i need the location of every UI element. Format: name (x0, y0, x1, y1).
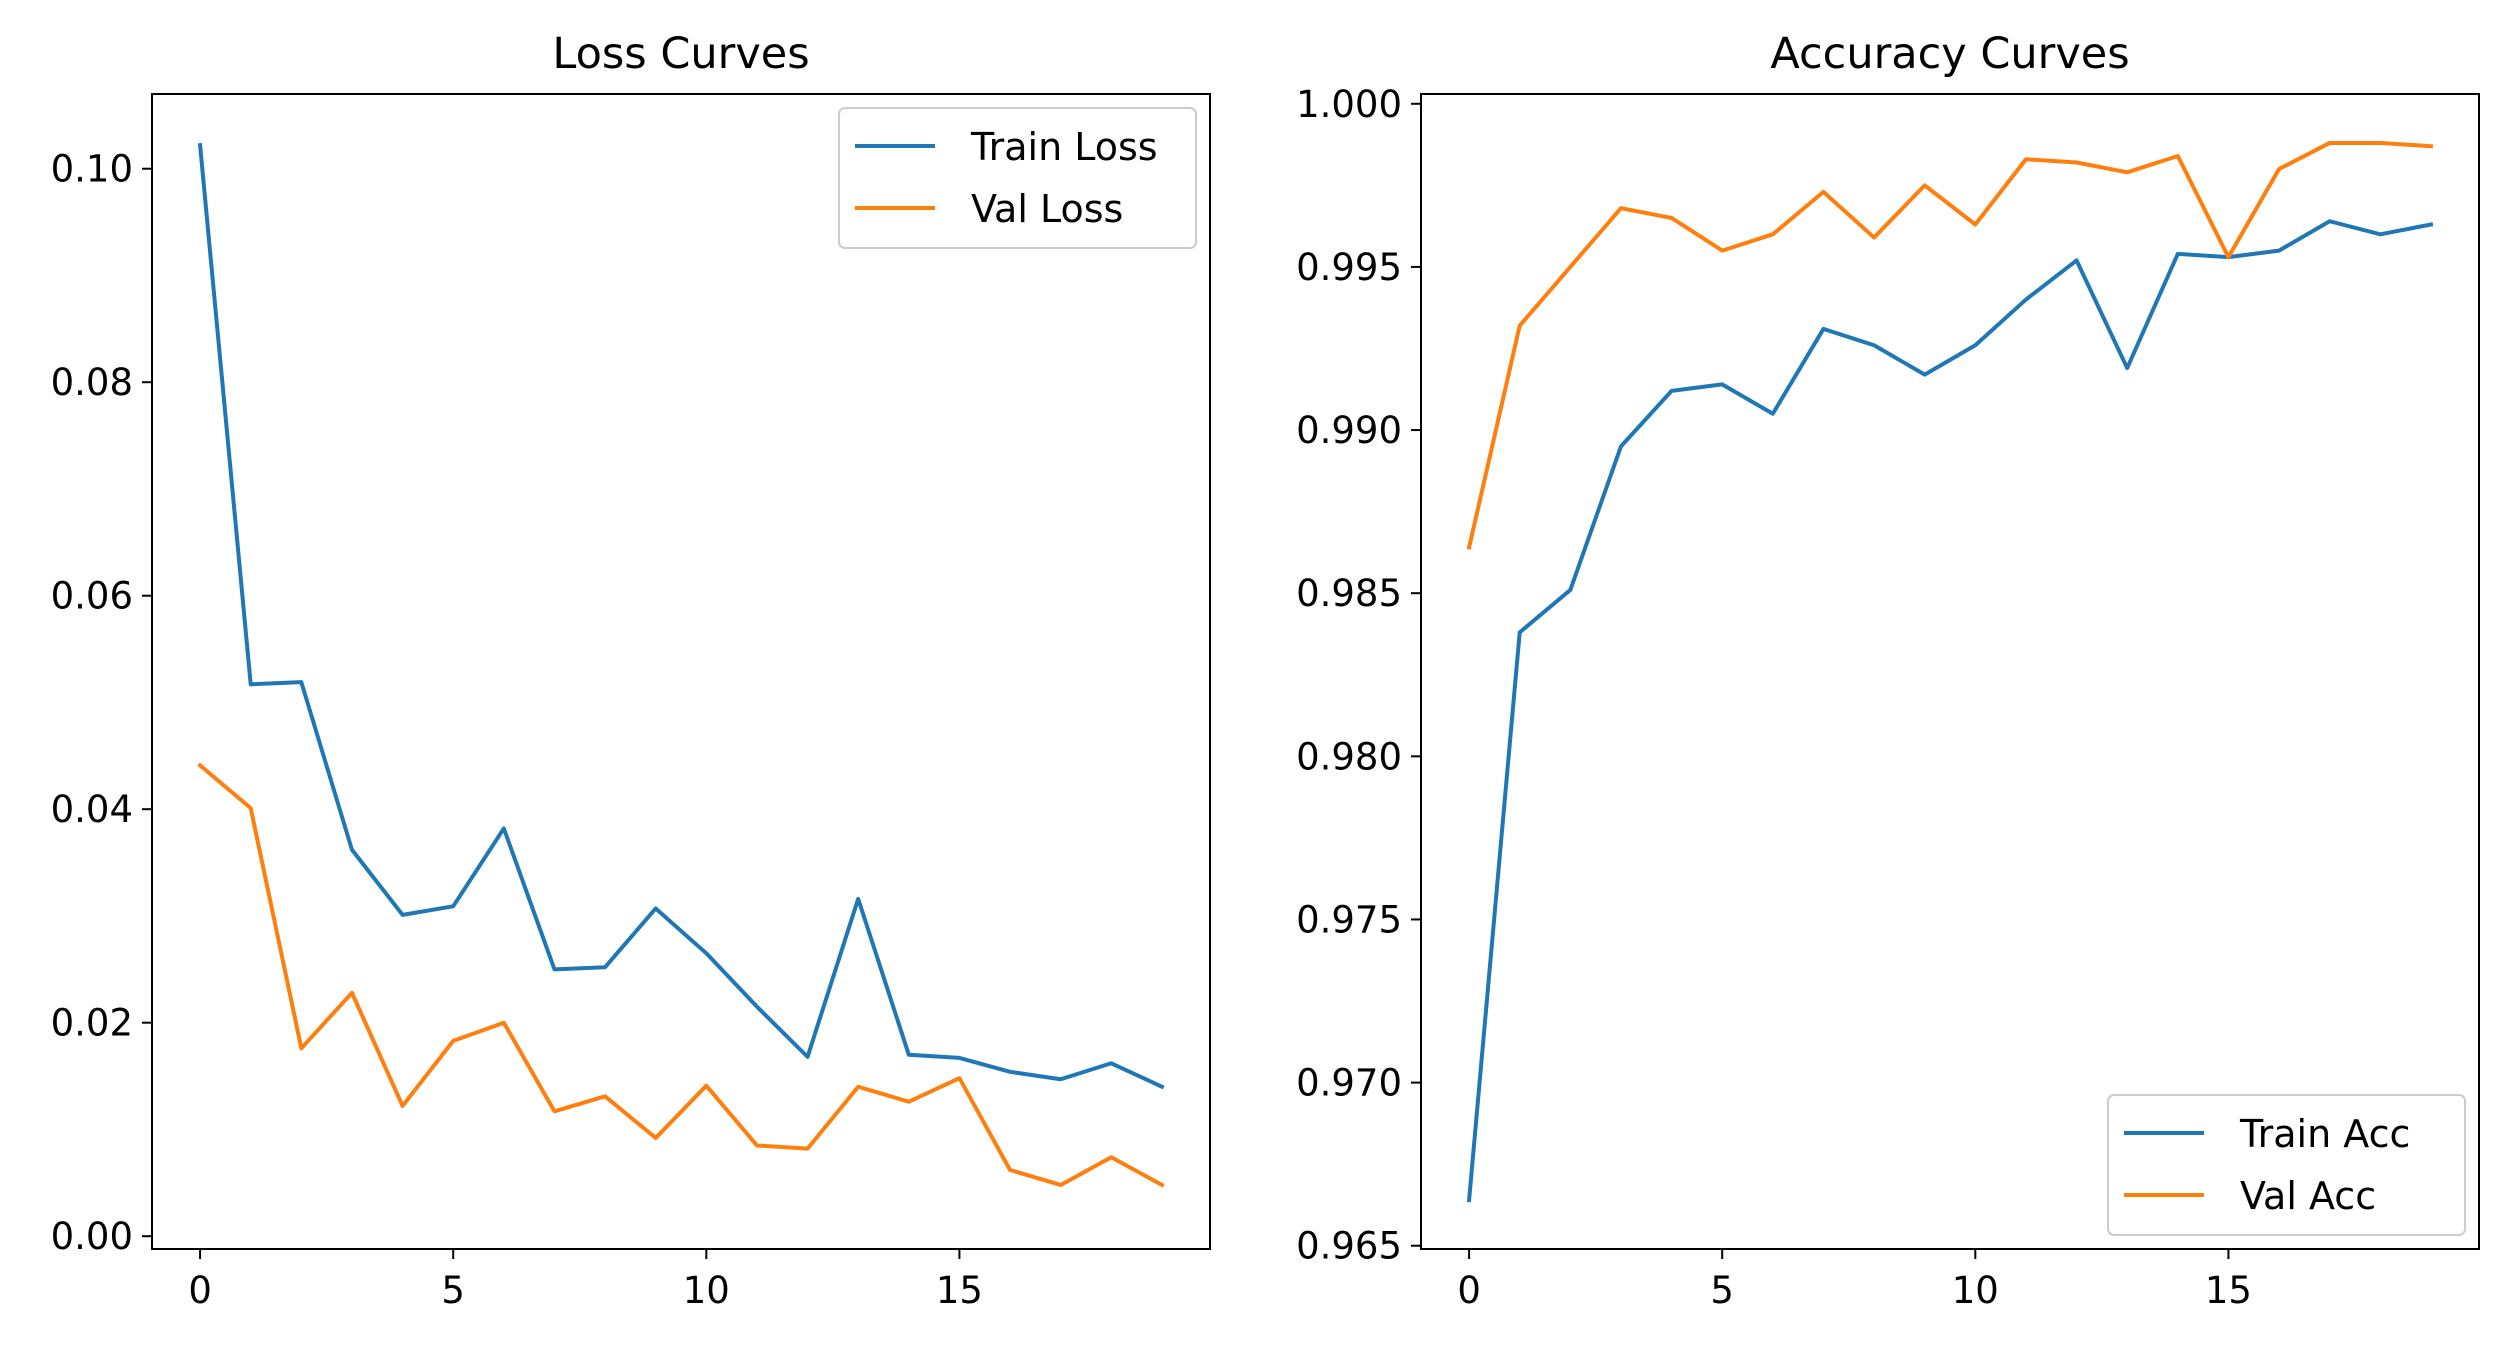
accuracy-series-line-val-acc (1466, 140, 2434, 550)
loss-y-tick-label: 0.08 (51, 361, 133, 404)
accuracy-axes-frame (1420, 93, 2480, 1250)
loss-x-tick-label: 5 (441, 1269, 465, 1312)
loss-curves-panel: Loss Curves 0 5 10 15 0.00 0.02 0.04 0.06 0.08 0.1… (51, 29, 1211, 1312)
loss-x-tick-label: 10 (683, 1269, 730, 1312)
loss-series-line-train-loss (197, 143, 1165, 1090)
loss-y-tick-label: 0.04 (51, 788, 133, 831)
loss-legend: Train Loss Val Loss (838, 107, 1197, 249)
accuracy-series-line-train-acc (1466, 219, 2434, 1203)
loss-legend-label: Val Loss (971, 187, 1123, 231)
accuracy-legend-box (2107, 1094, 2466, 1236)
loss-axes-frame (151, 93, 1211, 1250)
loss-x-tick-label: 0 (188, 1269, 212, 1312)
accuracy-y-tick-label: 0.985 (1296, 572, 1402, 615)
accuracy-legend-label: Val Acc (2240, 1174, 2376, 1218)
loss-x-tick-label: 15 (936, 1269, 983, 1312)
loss-y-tick-label: 0.06 (51, 575, 133, 618)
accuracy-y-tick-label: 0.995 (1296, 246, 1402, 289)
accuracy-x-tick-label: 15 (2205, 1269, 2252, 1312)
loss-series-line-val-loss (197, 762, 1165, 1188)
loss-legend-label: Train Loss (970, 125, 1158, 169)
accuracy-legend-label: Train Acc (2239, 1112, 2410, 1156)
accuracy-legend: Train Acc Val Acc (2107, 1094, 2466, 1236)
accuracy-y-tick-label: 0.980 (1296, 735, 1402, 778)
accuracy-y-tick-label: 0.965 (1296, 1225, 1402, 1268)
accuracy-chart-title: Accuracy Curves (1770, 29, 2129, 79)
accuracy-y-tick-label: 0.970 (1296, 1062, 1402, 1105)
accuracy-curves-panel: Accuracy Curves 0 5 10 15 0.965 0.970 0.975 0.98… (1296, 29, 2480, 1312)
loss-y-tick-label: 0.02 (51, 1002, 133, 1045)
accuracy-x-tick-label: 5 (1710, 1269, 1734, 1312)
loss-y-tick-label: 0.10 (51, 148, 133, 191)
accuracy-x-tick-label: 0 (1457, 1269, 1481, 1312)
loss-y-tick-label: 0.00 (51, 1215, 133, 1258)
accuracy-x-tick-label: 10 (1952, 1269, 1999, 1312)
loss-legend-box (838, 107, 1197, 249)
accuracy-y-tick-label: 0.975 (1296, 898, 1402, 941)
accuracy-y-tick-label: 1.000 (1296, 83, 1402, 126)
loss-chart-title: Loss Curves (552, 29, 809, 79)
accuracy-y-tick-label: 0.990 (1296, 409, 1402, 452)
